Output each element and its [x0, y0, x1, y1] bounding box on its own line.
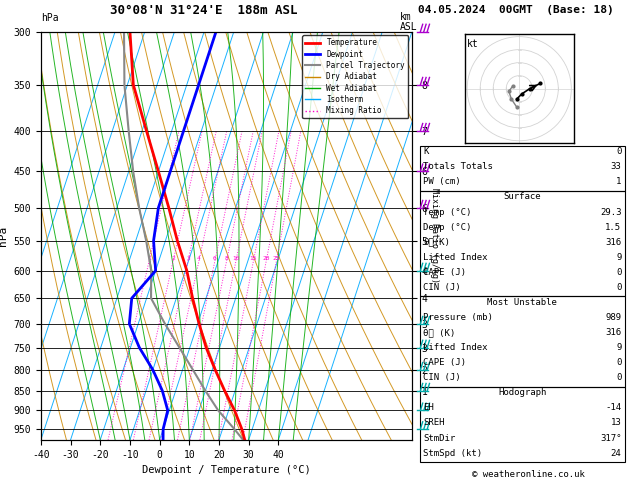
Text: Temp (°C): Temp (°C): [423, 208, 472, 217]
Text: PW (cm): PW (cm): [423, 177, 461, 187]
Text: 1: 1: [147, 257, 151, 261]
Text: Most Unstable: Most Unstable: [487, 298, 557, 307]
Text: 13: 13: [611, 418, 621, 428]
Text: 0: 0: [616, 283, 621, 292]
Y-axis label: Mixing Ratio (g/kg): Mixing Ratio (g/kg): [430, 188, 440, 283]
Text: 317°: 317°: [600, 434, 621, 443]
Text: Pressure (mb): Pressure (mb): [423, 313, 493, 322]
Text: 30°08'N 31°24'E  188m ASL: 30°08'N 31°24'E 188m ASL: [110, 4, 298, 17]
Text: 1: 1: [616, 177, 621, 187]
Text: 25: 25: [272, 257, 280, 261]
Text: 9: 9: [616, 343, 621, 352]
Text: θᴄ(K): θᴄ(K): [423, 238, 450, 247]
Text: km: km: [399, 12, 411, 22]
Text: 29.3: 29.3: [600, 208, 621, 217]
Text: 1.5: 1.5: [605, 223, 621, 232]
Text: 6: 6: [213, 257, 217, 261]
Text: Lifted Index: Lifted Index: [423, 253, 488, 262]
Text: StmSpd (kt): StmSpd (kt): [423, 449, 482, 458]
Text: 10: 10: [232, 257, 240, 261]
Y-axis label: hPa: hPa: [0, 226, 8, 246]
X-axis label: Dewpoint / Temperature (°C): Dewpoint / Temperature (°C): [142, 465, 311, 475]
Text: 0: 0: [616, 373, 621, 382]
Text: K: K: [423, 147, 429, 156]
Text: Lifted Index: Lifted Index: [423, 343, 488, 352]
Text: θᴄ (K): θᴄ (K): [423, 328, 455, 337]
Text: © weatheronline.co.uk: © weatheronline.co.uk: [472, 469, 585, 479]
Text: 8: 8: [225, 257, 228, 261]
Text: hPa: hPa: [41, 13, 58, 23]
Text: 989: 989: [605, 313, 621, 322]
Text: 0: 0: [616, 268, 621, 277]
Legend: Temperature, Dewpoint, Parcel Trajectory, Dry Adiabat, Wet Adiabat, Isotherm, Mi: Temperature, Dewpoint, Parcel Trajectory…: [302, 35, 408, 118]
Text: 4: 4: [197, 257, 201, 261]
Text: 24: 24: [611, 449, 621, 458]
Text: CIN (J): CIN (J): [423, 283, 461, 292]
Text: -14: -14: [605, 403, 621, 413]
Text: 2: 2: [171, 257, 175, 261]
Text: 316: 316: [605, 328, 621, 337]
Text: 04.05.2024  00GMT  (Base: 18): 04.05.2024 00GMT (Base: 18): [418, 4, 614, 15]
Text: kt: kt: [467, 39, 479, 49]
Text: Hodograph: Hodograph: [498, 388, 547, 398]
Text: Surface: Surface: [504, 192, 541, 202]
Text: EH: EH: [423, 403, 434, 413]
Text: 0: 0: [616, 358, 621, 367]
Text: 0: 0: [616, 147, 621, 156]
Text: Dewp (°C): Dewp (°C): [423, 223, 472, 232]
Text: 33: 33: [611, 162, 621, 172]
Text: 316: 316: [605, 238, 621, 247]
Text: CAPE (J): CAPE (J): [423, 358, 466, 367]
Text: Totals Totals: Totals Totals: [423, 162, 493, 172]
Text: 20: 20: [262, 257, 270, 261]
Text: SREH: SREH: [423, 418, 445, 428]
Text: CIN (J): CIN (J): [423, 373, 461, 382]
Text: ASL: ASL: [399, 21, 417, 32]
Text: CAPE (J): CAPE (J): [423, 268, 466, 277]
Text: 15: 15: [250, 257, 257, 261]
Text: 3: 3: [186, 257, 190, 261]
Text: 9: 9: [616, 253, 621, 262]
Text: StmDir: StmDir: [423, 434, 455, 443]
